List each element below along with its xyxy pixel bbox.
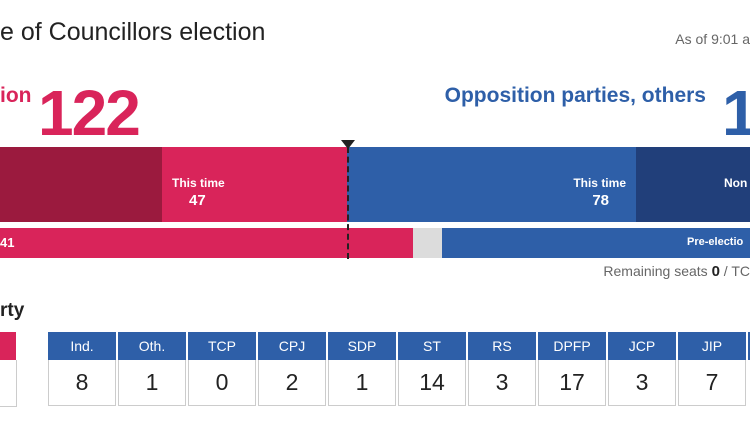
coalition-total: 122 [38, 77, 141, 149]
as-of-timestamp: As of 9:01 a [675, 31, 750, 47]
party-seats: 1 [328, 360, 396, 406]
coalition-this-time-label: This time [172, 176, 225, 190]
party-column: TCP 0 [188, 332, 256, 406]
by-party-heading: rty [0, 300, 25, 321]
remaining-seats-suffix: / TC [723, 263, 750, 279]
coalition-pre-election-value: 41 [0, 235, 15, 250]
party-column: DPFP 17 [538, 332, 606, 406]
party-name: CPJ [258, 332, 326, 360]
coalition-pre-election-segment: 41 [0, 228, 413, 258]
vacant-pre-election-segment [413, 228, 442, 258]
party-seats: 0 [188, 360, 256, 406]
opposition-this-time-label: This time [573, 176, 626, 190]
party-seats: 7 [678, 360, 746, 406]
party-name: ST [398, 332, 466, 360]
coalition-this-time-seats: 47 [189, 192, 206, 209]
party-name: JIP [678, 332, 746, 360]
party-column-cutoff [748, 332, 750, 360]
party-name: TCP [188, 332, 256, 360]
party-seats: 8 [48, 360, 116, 406]
party-column-stub-header [0, 332, 16, 360]
party-column: Ind. 8 [48, 332, 116, 406]
opposition-non-contested-segment: Non [636, 147, 750, 222]
party-column: JCP 3 [608, 332, 676, 406]
party-column: Oth. 1 [118, 332, 186, 406]
party-name: Oth. [118, 332, 186, 360]
party-name: RS [468, 332, 536, 360]
coalition-uncontested-segment [0, 147, 162, 222]
remaining-seats-value: 0 [711, 263, 720, 280]
opposition-non-label: Non [724, 176, 748, 190]
opposition-label: Opposition parties, others [444, 84, 706, 107]
party-name: JCP [608, 332, 676, 360]
party-seats: 2 [258, 360, 326, 406]
page-title: e of Councillors election [0, 18, 266, 46]
party-name: DPFP [538, 332, 606, 360]
party-column: ST 14 [398, 332, 466, 406]
party-column: CPJ 2 [258, 332, 326, 406]
party-column-stub-cell [0, 360, 17, 407]
party-column: RS 3 [468, 332, 536, 406]
remaining-seats-label: Remaining seats [603, 263, 708, 279]
party-seats: 14 [398, 360, 466, 406]
majority-marker-icon [341, 140, 355, 149]
opposition-pre-election-segment: Pre-electio [442, 228, 750, 258]
party-column: SDP 1 [328, 332, 396, 406]
opposition-total: 1 [722, 77, 750, 149]
party-column: JIP 7 [678, 332, 746, 406]
coalition-label: ion [0, 84, 32, 107]
coalition-this-time-segment: This time 47 [162, 147, 347, 222]
opposition-this-time-seats: 78 [592, 192, 609, 209]
opposition-this-time-segment: This time 78 [347, 147, 636, 222]
party-name: SDP [328, 332, 396, 360]
party-seats: 1 [118, 360, 186, 406]
opposition-pre-election-label: Pre-electio [687, 236, 744, 248]
remaining-seats: Remaining seats 0 / TC [603, 263, 750, 280]
party-seats: 3 [608, 360, 676, 406]
party-name: Ind. [48, 332, 116, 360]
party-seats: 17 [538, 360, 606, 406]
party-seats: 3 [468, 360, 536, 406]
majority-divider-line [347, 147, 349, 259]
